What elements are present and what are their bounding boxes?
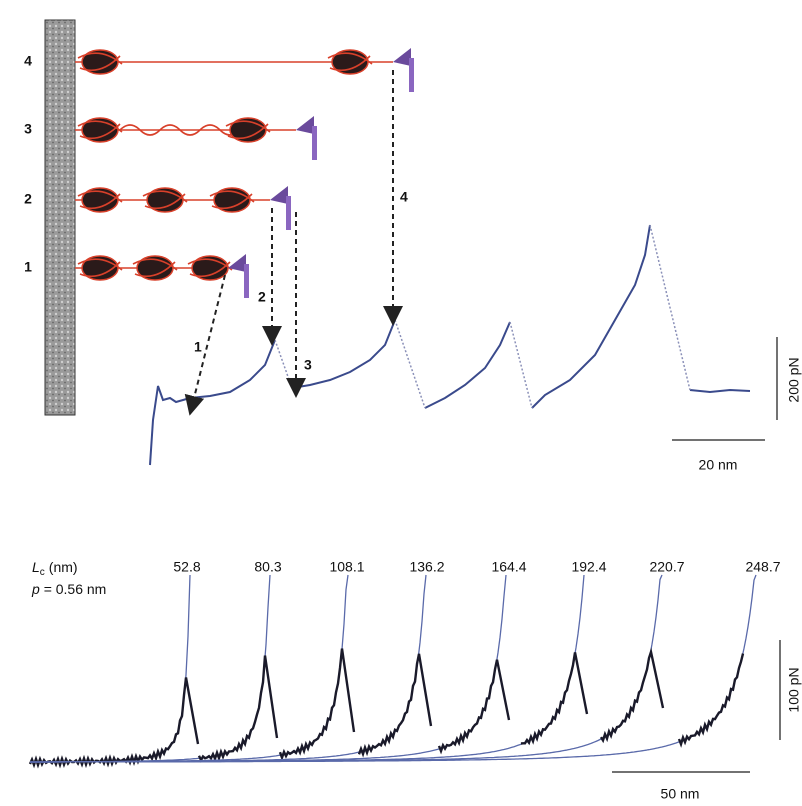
lc-value: 164.4 — [491, 559, 526, 575]
rupture — [274, 224, 691, 409]
lc-value: 220.7 — [649, 559, 684, 575]
arrow-label: 4 — [400, 189, 408, 205]
scale-label: 200 pN — [786, 357, 802, 402]
strand — [187, 258, 233, 278]
arrow — [184, 274, 226, 416]
lc-value: 52.8 — [173, 559, 200, 575]
row-label: 2 — [24, 191, 32, 207]
row-label: 4 — [24, 53, 32, 69]
force-trace — [357, 653, 433, 758]
cantilever — [286, 196, 291, 230]
wlc-fit — [30, 574, 427, 763]
force-trace — [599, 647, 665, 744]
force-trace — [197, 655, 279, 763]
p-label: p = 0.56 nm — [31, 581, 106, 597]
lc-value: 108.1 — [329, 559, 364, 575]
lc-value: 248.7 — [745, 559, 780, 575]
tip — [228, 254, 246, 272]
strand — [132, 258, 178, 278]
wlc-fit — [30, 574, 271, 763]
strand — [77, 120, 123, 140]
wlc-fit — [30, 574, 191, 763]
arrow-label: 1 — [194, 339, 202, 355]
cantilever — [312, 126, 317, 160]
scale-label: 20 nm — [699, 457, 738, 473]
wlc-fit — [30, 574, 585, 763]
force-trace — [437, 659, 511, 755]
strand — [209, 190, 255, 210]
lc-label: Lc (nm) — [32, 559, 78, 578]
force-trace — [278, 648, 356, 762]
strand — [77, 190, 123, 210]
surface — [44, 19, 76, 416]
strand — [77, 258, 123, 278]
row-label: 1 — [24, 259, 32, 275]
arrow-label: 2 — [258, 289, 266, 305]
force-trace — [149, 224, 751, 466]
tip — [393, 48, 411, 66]
strand — [225, 120, 271, 140]
cantilever — [244, 264, 249, 298]
protein-rows — [75, 48, 414, 298]
row-label: 3 — [24, 121, 32, 137]
strand — [327, 52, 373, 72]
cantilever — [409, 58, 414, 92]
lc-value: 192.4 — [571, 559, 606, 575]
lc-value: 136.2 — [409, 559, 444, 575]
scale-label: 100 pN — [786, 667, 802, 712]
strand — [142, 190, 188, 210]
arrow-label: 3 — [304, 357, 312, 373]
force-trace — [677, 653, 745, 748]
force-trace — [28, 677, 200, 769]
strand — [77, 52, 123, 72]
lc-value: 80.3 — [254, 559, 281, 575]
wlc-fits — [28, 574, 757, 769]
tip — [270, 186, 288, 204]
wlc-fit — [30, 574, 757, 763]
tip — [296, 116, 314, 134]
force-trace — [520, 652, 589, 746]
scale-label: 50 nm — [661, 786, 700, 802]
